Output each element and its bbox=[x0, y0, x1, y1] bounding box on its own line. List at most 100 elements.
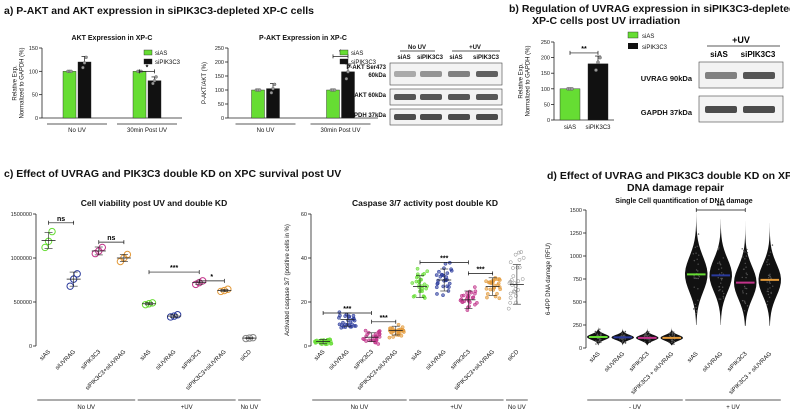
dna-point-1-27 bbox=[624, 338, 626, 340]
viability-y-tick-label-2: 1000000 bbox=[11, 256, 32, 262]
uvrag-y-tick-label-1: 50 bbox=[544, 102, 550, 108]
dna-point-5-5 bbox=[720, 282, 722, 284]
blot-b-band-label-gapdh: GAPDH 37kDa bbox=[640, 108, 692, 117]
dna-point-3-16 bbox=[668, 335, 671, 337]
dna-point-5-8 bbox=[720, 267, 723, 269]
akt-legend-swatch-1 bbox=[143, 58, 153, 65]
blot-a-band-1-3 bbox=[476, 94, 498, 100]
dna-point-2-6 bbox=[646, 335, 649, 337]
caspase-point-5-15 bbox=[434, 285, 439, 290]
uvrag-x-label-0: siAS bbox=[564, 125, 576, 131]
blot-b-lane-1: siAS bbox=[710, 50, 728, 59]
caspase-point-3-11 bbox=[387, 335, 392, 340]
caspase-point-8-21 bbox=[507, 281, 512, 286]
akt-legend-label-1: siPIK3C3 bbox=[155, 60, 181, 66]
dna-point-0-12 bbox=[598, 337, 600, 340]
caspase-point-5-3 bbox=[437, 269, 441, 274]
dna-point-6-20 bbox=[743, 285, 746, 288]
pakt-y-tick-label-0: 0 bbox=[221, 116, 224, 122]
dna-violin-6 bbox=[733, 221, 757, 326]
dna-point-4-19 bbox=[694, 277, 697, 279]
dna-point-7-14 bbox=[766, 290, 769, 293]
blot-a-band-label-pakt: P-AKT Ser473 60kDa bbox=[346, 65, 386, 79]
caspase-point-1-20 bbox=[349, 324, 354, 329]
pakt-expression-chart: P-AKT Expression in XP-C P-AKT/AKT (%) 0 50… bbox=[202, 35, 378, 134]
blot-b-plus-uv-label: +UV bbox=[732, 35, 750, 45]
pakt-ylabel-0: P-AKT/AKT (%) bbox=[202, 62, 208, 104]
dna-point-5-13 bbox=[717, 248, 719, 251]
caspase-point-8-6 bbox=[510, 283, 515, 287]
caspase-point-2-12 bbox=[363, 328, 368, 333]
dna-point-6-28 bbox=[743, 310, 746, 312]
blot-a-band-0-0 bbox=[394, 71, 416, 77]
dna-point-7-8 bbox=[766, 300, 769, 303]
dna-point-7-1 bbox=[771, 244, 774, 246]
uvrag-y-tick-label-5: 250 bbox=[541, 40, 550, 46]
caspase-point-6-20 bbox=[461, 293, 466, 298]
dna-point-1-16 bbox=[621, 332, 623, 334]
caspase-point-2-26 bbox=[377, 332, 382, 337]
dna-point-4-22 bbox=[697, 233, 700, 235]
legend-label-siPIK3C3: siPIK3C3 bbox=[642, 45, 668, 51]
dna-point-5-16 bbox=[721, 277, 723, 280]
caspase-group-label-0: No UV bbox=[351, 405, 369, 411]
dna-point-0-4 bbox=[596, 340, 598, 343]
panel-a-title: a) P-AKT and AKT expression in siPIK3C3-… bbox=[4, 5, 315, 17]
blot-b-band-0 bbox=[705, 72, 737, 79]
dna-point-7-17 bbox=[769, 273, 771, 275]
caspase-y-tick-label-1: 20 bbox=[301, 300, 307, 306]
viability-title: Cell viability post UV and double KD bbox=[81, 198, 227, 208]
akt-point-3-0 bbox=[151, 81, 155, 86]
pakt-title: P-AKT Expression in XP-C bbox=[259, 35, 347, 42]
dna-point-6-16 bbox=[744, 262, 746, 265]
akt-group-label-1: 30min Post UV bbox=[127, 128, 167, 134]
pakt-point-1-1 bbox=[271, 86, 275, 91]
caspase-x-label-1: siUVRAG bbox=[328, 349, 351, 372]
dna-point-1-17 bbox=[624, 334, 626, 336]
blot-b-band-2 bbox=[705, 106, 737, 113]
caspase-point-8-19 bbox=[517, 265, 522, 270]
uvrag-point-1-2 bbox=[598, 55, 602, 60]
caspase-point-4-5 bbox=[415, 266, 420, 271]
dna-point-1-14 bbox=[620, 335, 622, 337]
dna-point-6-3 bbox=[742, 256, 744, 258]
caspase-point-1-21 bbox=[351, 313, 356, 318]
uvrag-legend: siAS siPIK3C3 bbox=[627, 31, 668, 51]
caspase-point-5-23 bbox=[447, 260, 452, 265]
dna-point-6-24 bbox=[745, 292, 748, 295]
caspase-x-label-3: siPIK3C3+siUVRAG bbox=[357, 349, 400, 392]
dna-point-4-29 bbox=[697, 288, 699, 290]
dna-point-7-24 bbox=[768, 276, 770, 279]
viability-x-label-0: siAS bbox=[39, 349, 52, 362]
legend-swatch-siPIK3C3 bbox=[628, 43, 638, 49]
blot-b-band-1 bbox=[743, 72, 775, 79]
caspase-group-label-2: No UV bbox=[508, 405, 526, 411]
dna-point-4-5 bbox=[697, 263, 699, 265]
caspase-point-6-26 bbox=[473, 302, 477, 307]
dna-point-0-23 bbox=[600, 332, 602, 334]
dna-point-6-15 bbox=[745, 255, 748, 257]
akt-y-tick-label-1: 50 bbox=[32, 93, 38, 99]
dna-point-0-10 bbox=[594, 330, 597, 333]
caspase-point-7-26 bbox=[487, 280, 491, 285]
caspase-sig-label-2: *** bbox=[440, 255, 448, 262]
caspase-point-1-27 bbox=[337, 315, 341, 320]
dna-point-0-9 bbox=[594, 340, 597, 342]
dna-point-5-27 bbox=[721, 272, 723, 274]
panel-d-title-line1: d) Effect of UVRAG and PIK3C3 double KD … bbox=[547, 170, 790, 182]
viability-x-label-5: siUVRAG bbox=[155, 349, 178, 372]
dna-point-4-7 bbox=[697, 299, 699, 302]
dna-point-6-8 bbox=[744, 251, 746, 253]
dna-point-2-8 bbox=[648, 334, 650, 336]
akt-bar-siPIK3C3-0 bbox=[77, 61, 92, 119]
dna-x-label-5: siUVRAG bbox=[702, 351, 725, 374]
dna-point-4-18 bbox=[692, 308, 695, 310]
caspase-point-8-2 bbox=[511, 289, 516, 294]
dna-point-5-11 bbox=[718, 268, 720, 271]
dna-point-4-23 bbox=[696, 245, 698, 247]
dna-point-4-15 bbox=[695, 252, 697, 254]
pakt-y-tick-label-1: 50 bbox=[218, 102, 224, 108]
caspase-point-5-7 bbox=[434, 273, 439, 277]
viability-x-label-4: siAS bbox=[139, 349, 152, 362]
caspase-point-0-21 bbox=[312, 339, 317, 344]
